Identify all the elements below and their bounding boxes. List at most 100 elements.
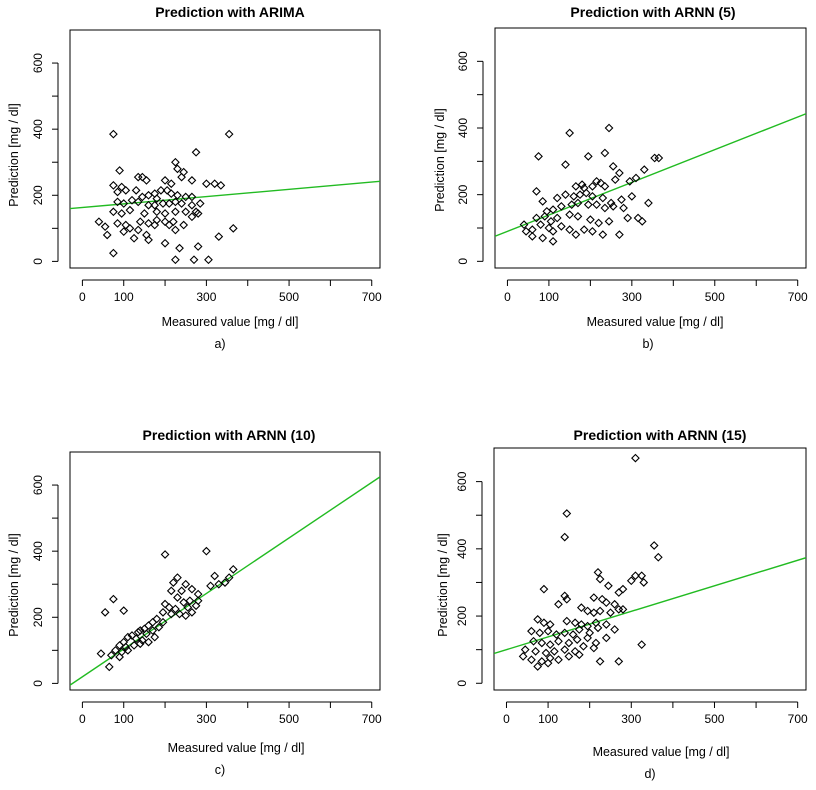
x-tick-label: 100 <box>538 712 558 726</box>
data-point <box>579 641 588 651</box>
data-point <box>601 598 611 607</box>
data-point <box>549 646 559 656</box>
data-point <box>594 218 604 228</box>
data-point <box>531 646 540 656</box>
data-point <box>187 584 197 594</box>
data-point <box>585 215 595 225</box>
data-layer <box>494 453 806 671</box>
x-axis-label: Measured value [mg / dl] <box>162 315 299 329</box>
data-point <box>144 637 153 647</box>
data-point <box>206 581 215 591</box>
data-point <box>618 584 628 594</box>
data-point <box>109 248 118 258</box>
data-point <box>183 602 193 612</box>
y-axis-label: Prediction [mg / dl] <box>436 533 450 637</box>
data-point <box>593 623 603 633</box>
data-layer <box>70 129 380 265</box>
data-point <box>119 199 129 208</box>
data-point <box>574 650 584 660</box>
data-point <box>166 586 176 596</box>
data-point <box>597 594 607 604</box>
data-point <box>554 636 563 646</box>
data-point <box>631 173 641 183</box>
data-point <box>179 220 189 230</box>
data-point <box>137 172 147 182</box>
data-point <box>598 193 608 203</box>
data-point <box>574 625 584 634</box>
data-point <box>631 571 640 581</box>
y-tick-label: 0 <box>455 680 469 687</box>
data-point <box>142 629 151 639</box>
data-point <box>156 185 166 195</box>
data-point <box>228 564 238 574</box>
data-point <box>160 217 170 227</box>
data-point <box>166 189 176 199</box>
data-point <box>600 148 610 158</box>
data-point <box>539 584 549 594</box>
x-axis-label: Measured value [mg / dl] <box>168 741 305 755</box>
data-point <box>173 573 182 582</box>
x-tick-label: 0 <box>503 712 510 726</box>
data-point <box>119 606 129 616</box>
x-tick-label: 0 <box>79 290 86 304</box>
data-point <box>601 620 611 629</box>
data-point <box>548 226 558 236</box>
data-point <box>181 579 191 589</box>
data-point <box>595 606 605 616</box>
data-point <box>588 191 597 201</box>
data-point <box>220 578 230 587</box>
data-point <box>177 172 186 182</box>
x-tick-label: 500 <box>705 290 725 304</box>
data-point <box>564 652 574 661</box>
data-point <box>129 233 139 243</box>
data-point <box>96 649 106 659</box>
data-point <box>554 655 563 665</box>
data-point <box>535 628 545 638</box>
data-point <box>131 634 141 644</box>
data-point <box>540 211 550 221</box>
data-point <box>113 218 122 228</box>
x-tick-label: 700 <box>362 290 382 304</box>
data-point <box>150 632 160 642</box>
data-point <box>619 203 628 213</box>
data-point <box>135 639 145 649</box>
data-point <box>537 638 547 648</box>
plot-frame <box>69 451 381 691</box>
data-point <box>171 197 180 207</box>
data-point <box>541 648 551 658</box>
data-point <box>604 123 614 133</box>
data-point <box>545 640 555 650</box>
data-point <box>100 607 110 617</box>
data-point <box>187 192 197 202</box>
y-tick-label: 600 <box>456 51 470 71</box>
data-point <box>171 157 180 167</box>
data-point <box>639 578 649 587</box>
data-point <box>115 640 124 650</box>
x-tick-label: 700 <box>362 712 382 726</box>
data-point <box>538 233 548 243</box>
data-point <box>210 571 220 581</box>
panel-a: Prediction with ARIMA Measured value [mg… <box>7 4 382 351</box>
data-point <box>185 596 195 606</box>
data-point <box>158 617 168 627</box>
data-point <box>623 213 633 223</box>
x-tick-label: 700 <box>788 290 808 304</box>
data-point <box>633 213 643 223</box>
data-point <box>171 207 180 217</box>
data-point <box>181 611 191 621</box>
data-point <box>214 579 224 589</box>
data-point <box>150 220 160 230</box>
data-point <box>570 618 580 628</box>
x-tick-label: 0 <box>504 290 511 304</box>
data-point <box>204 255 213 265</box>
data-point <box>113 197 122 207</box>
data-point <box>579 225 589 235</box>
data-point <box>595 657 605 666</box>
data-point <box>228 223 238 233</box>
data-point <box>604 216 614 226</box>
data-point <box>546 216 556 226</box>
data-point <box>521 226 531 236</box>
data-point <box>148 617 158 627</box>
data-point <box>532 213 541 223</box>
data-point <box>121 185 131 195</box>
